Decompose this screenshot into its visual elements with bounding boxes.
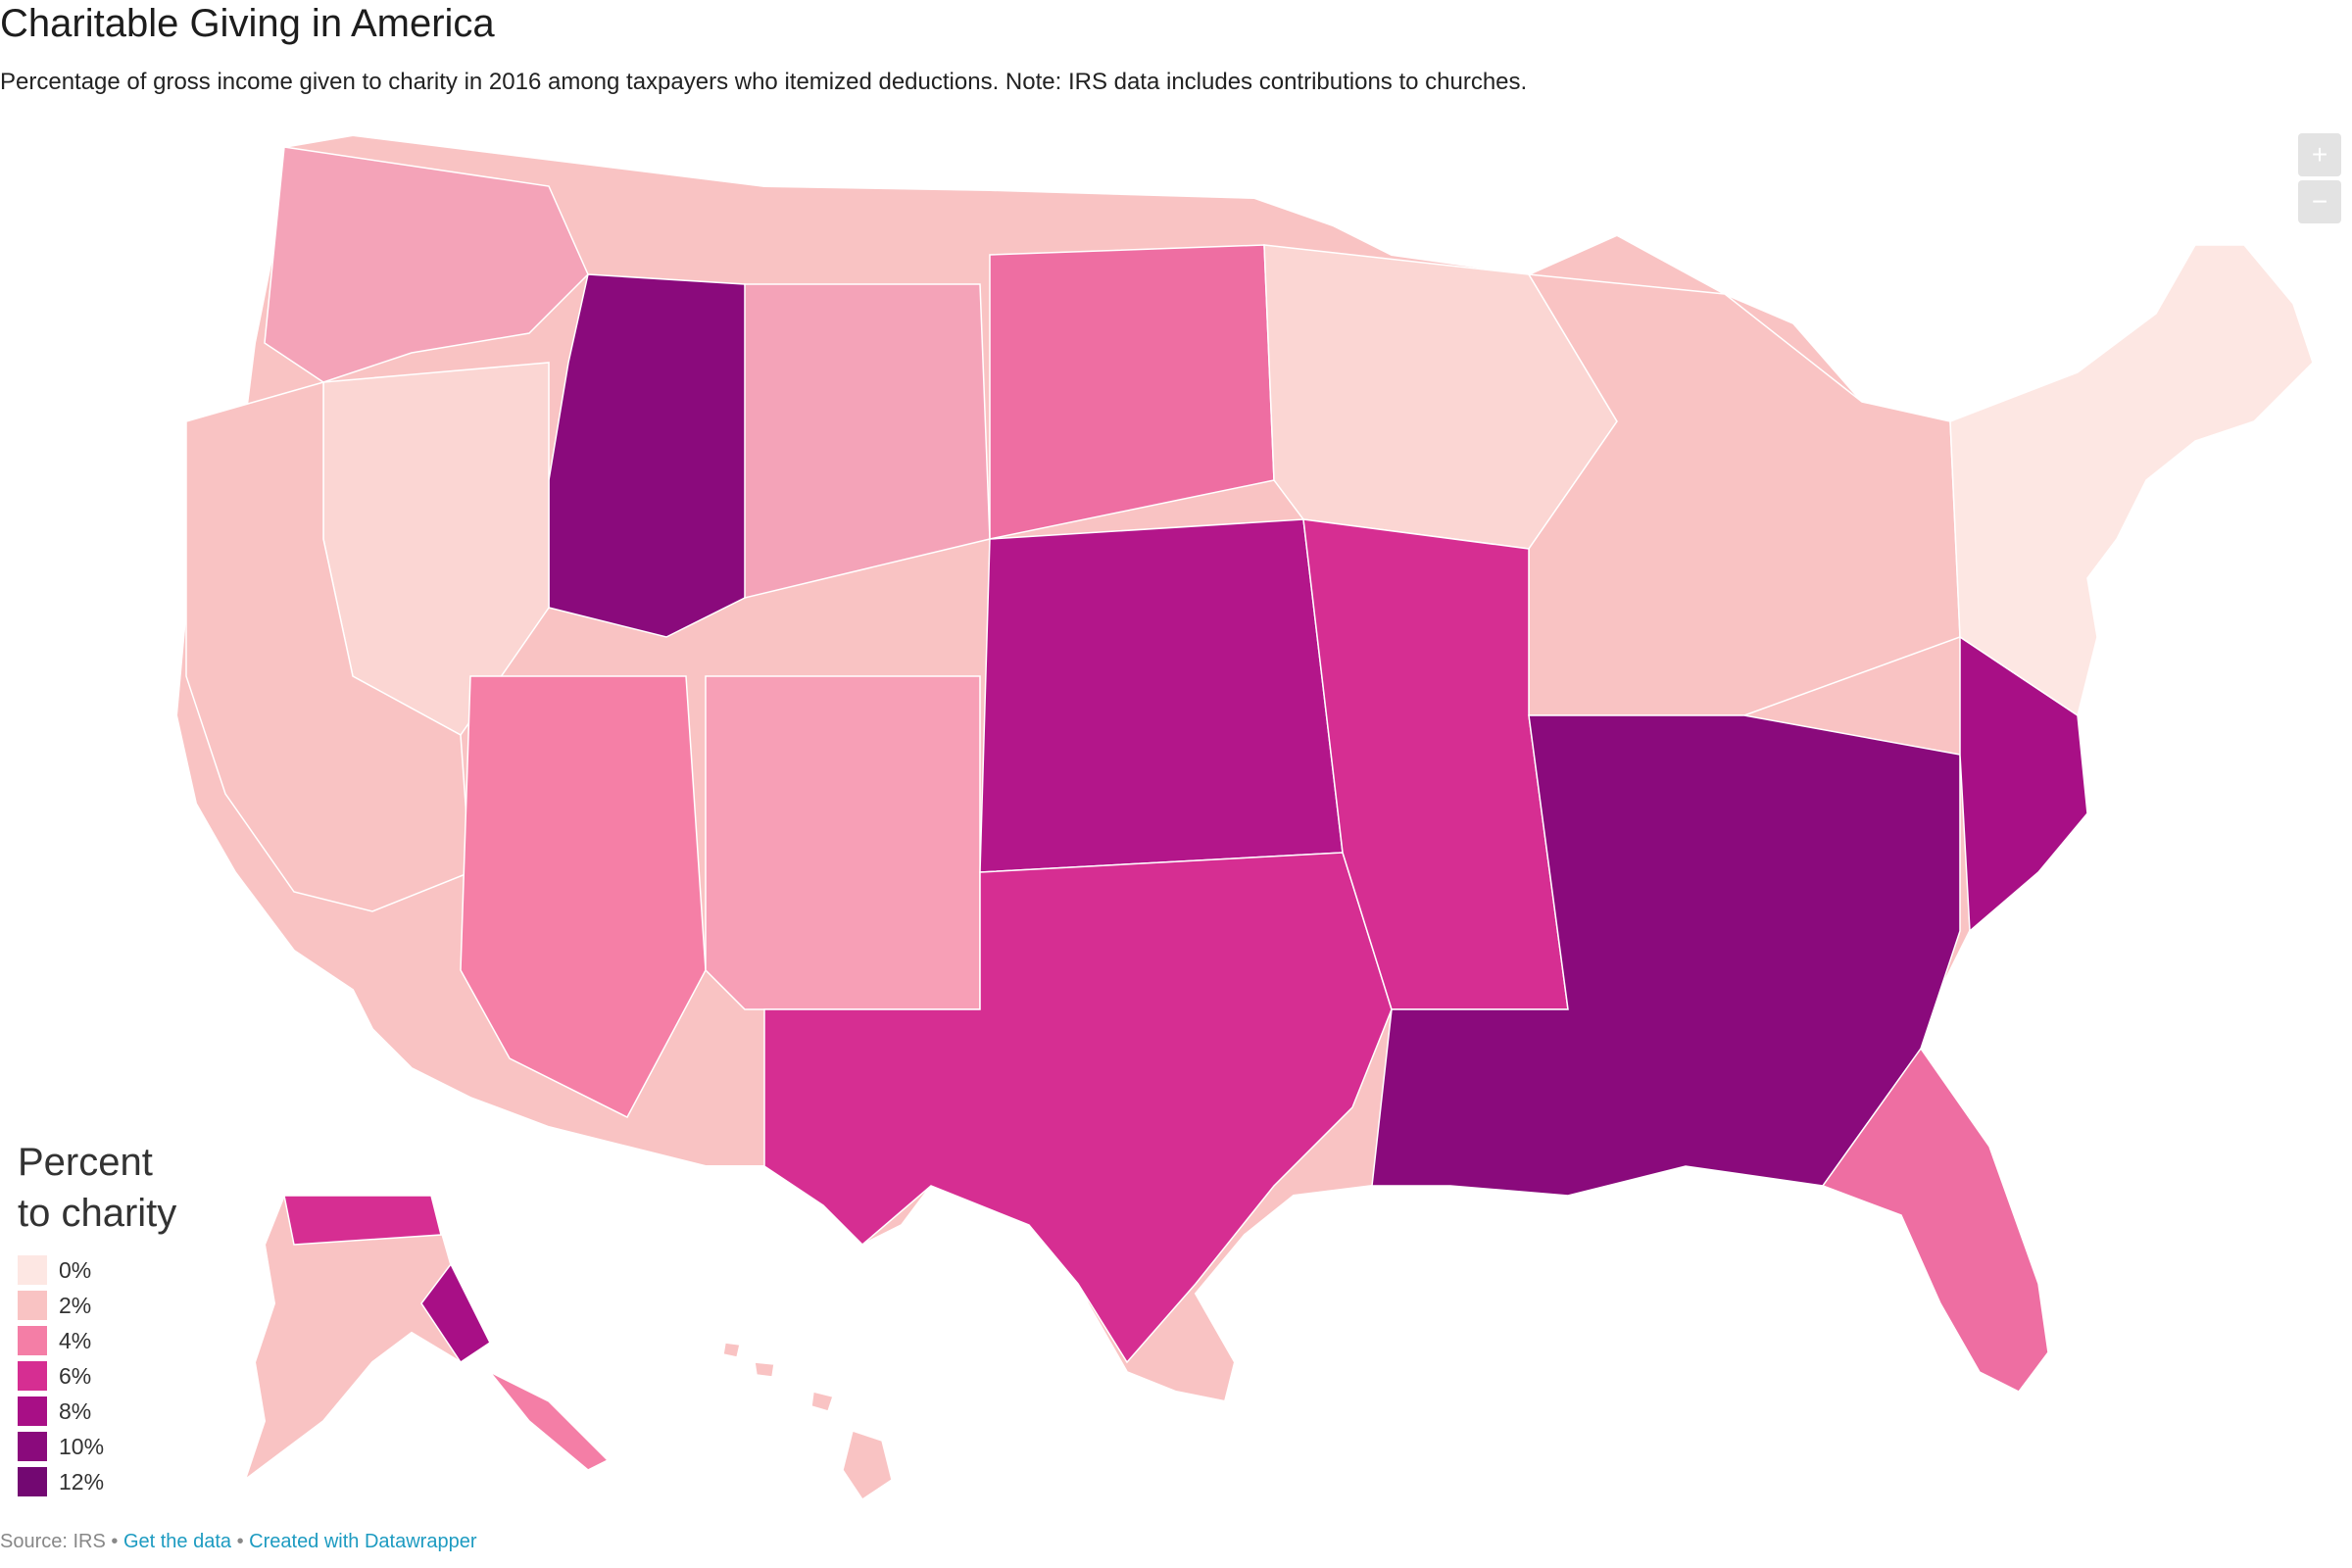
region-arizona[interactable] xyxy=(460,675,707,1118)
region-northeast[interactable] xyxy=(1949,244,2314,717)
zoom-out-button[interactable]: − xyxy=(2298,180,2341,223)
legend-title: Percent to charity xyxy=(18,1137,233,1239)
legend-label: 8% xyxy=(59,1397,92,1424)
legend-label: 0% xyxy=(59,1256,92,1283)
legend-swatch xyxy=(18,1396,47,1426)
legend-items: 0% 2% 4% 6% 8% 10% 12% xyxy=(18,1252,233,1499)
hawaii-big-island[interactable] xyxy=(842,1430,893,1501)
legend-item: 10% xyxy=(18,1429,233,1464)
legend-swatch xyxy=(18,1326,47,1355)
legend-item: 8% xyxy=(18,1394,233,1429)
alaska-panhandle[interactable] xyxy=(489,1371,610,1471)
legend-swatch xyxy=(18,1255,47,1285)
region-pacific-northwest[interactable] xyxy=(264,146,589,383)
legend-item: 6% xyxy=(18,1358,233,1394)
region-florida[interactable] xyxy=(1821,1047,2049,1393)
legend-swatch xyxy=(18,1467,47,1496)
created-with-datawrapper-link[interactable]: Created with Datawrapper xyxy=(249,1531,477,1552)
choropleth-map[interactable] xyxy=(0,127,2352,1519)
zoom-in-button[interactable]: + xyxy=(2298,133,2341,176)
us-county-map[interactable] xyxy=(0,127,2352,1519)
legend-swatch xyxy=(18,1432,47,1461)
footer-separator: • xyxy=(105,1531,123,1552)
legend-item: 2% xyxy=(18,1288,233,1323)
legend-label: 10% xyxy=(59,1433,105,1459)
legend-item: 4% xyxy=(18,1323,233,1358)
region-texas[interactable] xyxy=(763,852,1393,1364)
legend-title-line1: Percent xyxy=(18,1141,153,1184)
legend-swatch xyxy=(18,1361,47,1391)
legend-title-line2: to charity xyxy=(18,1192,177,1235)
alaska-north-slope[interactable] xyxy=(283,1195,442,1246)
legend-item: 12% xyxy=(18,1464,233,1499)
legend-label: 12% xyxy=(59,1468,105,1494)
legend-label: 4% xyxy=(59,1327,92,1353)
legend-swatch xyxy=(18,1291,47,1320)
legend-label: 6% xyxy=(59,1362,92,1389)
page-title: Charitable Giving in America xyxy=(0,2,495,45)
legend-item: 0% xyxy=(18,1252,233,1288)
hawaii-kauai[interactable] xyxy=(722,1342,741,1358)
get-the-data-link[interactable]: Get the data xyxy=(122,1531,232,1552)
map-footer: Source: IRS • Get the data • Created wit… xyxy=(0,1531,477,1553)
footer-separator-2: • xyxy=(231,1531,250,1552)
legend-label: 2% xyxy=(59,1292,92,1318)
hawaii-maui[interactable] xyxy=(810,1391,834,1412)
alaska-southeast[interactable] xyxy=(420,1262,491,1364)
region-kansas-oklahoma[interactable] xyxy=(979,518,1344,873)
region-new-mexico[interactable] xyxy=(705,675,981,1010)
map-legend: Percent to charity 0% 2% 4% 6% 8% 10% 12% xyxy=(18,1137,233,1499)
source-text: Source: IRS xyxy=(0,1531,106,1552)
hawaii-oahu[interactable] xyxy=(754,1361,775,1378)
map-subtitle: Percentage of gross income given to char… xyxy=(0,69,1528,95)
region-utah-idaho[interactable] xyxy=(548,273,765,638)
region-great-lakes[interactable] xyxy=(1527,273,1961,716)
